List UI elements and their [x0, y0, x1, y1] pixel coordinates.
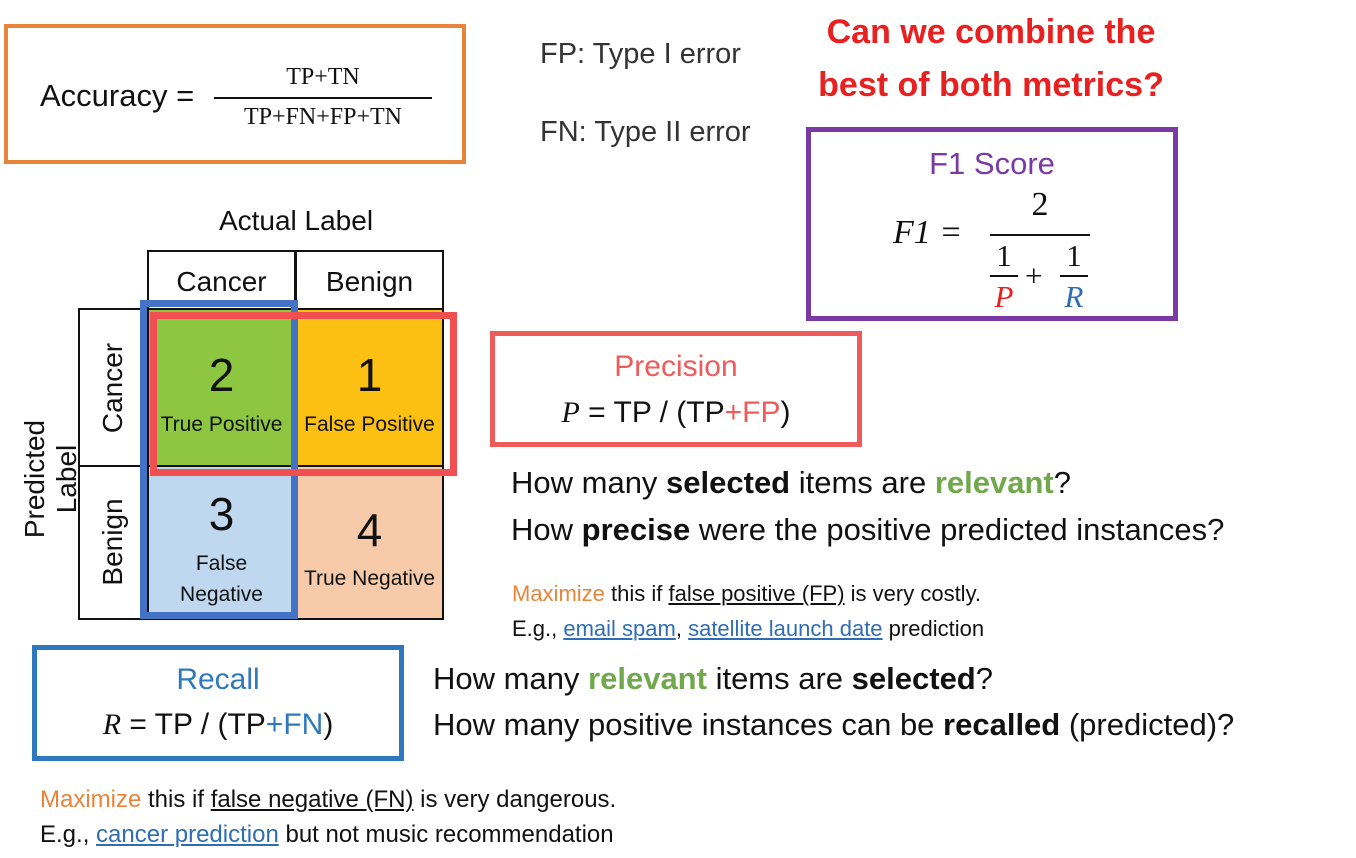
emph-selected: selected — [666, 465, 791, 500]
accuracy-box — [4, 24, 466, 164]
f1-r-fraction-bar — [1060, 275, 1088, 277]
precision-row-highlight — [150, 312, 457, 476]
text: (predicted)? — [1060, 707, 1235, 742]
precision-var: P — [561, 396, 580, 429]
text: How many — [433, 661, 589, 696]
text: this if — [604, 581, 669, 606]
f1-one-over-p: 1 — [996, 238, 1012, 273]
headline-line1: Can we combine the — [826, 13, 1156, 51]
cancer-prediction-link[interactable]: cancer prediction — [96, 821, 279, 848]
recall-formula: R = TP / (TP+FN) — [32, 708, 404, 742]
headline: Can we combine the best of both metrics? — [786, 6, 1196, 112]
text: were the positive predicted instances? — [690, 512, 1225, 547]
text: items are — [706, 661, 852, 696]
precision-formula-fp: +FP — [724, 396, 781, 429]
accuracy-numerator: TP+TN — [286, 64, 360, 90]
f1-lhs: F1 = — [893, 214, 963, 251]
recall-var: R — [102, 708, 122, 741]
f1-plus: + — [1025, 258, 1043, 293]
text: How many — [511, 465, 667, 500]
precision-formula-end: ) — [780, 396, 791, 429]
text: How many positive instances can be — [433, 707, 944, 742]
text: E.g., — [512, 616, 564, 641]
emph-precise: precise — [581, 512, 691, 547]
f1-one-over-r: 1 — [1066, 238, 1082, 273]
emph-relevant: relevant — [934, 465, 1054, 500]
f1-box — [806, 127, 1178, 321]
cell-false-negative: 3 False Negative — [147, 465, 296, 620]
actual-label: Actual Label — [218, 205, 374, 236]
text: is very costly. — [844, 581, 982, 606]
f1-title: F1 Score — [929, 146, 1055, 181]
f1-fraction-bar — [990, 234, 1090, 236]
tn-value: 4 — [356, 504, 383, 556]
fn-type-two-error: FN: Type II error — [540, 116, 751, 148]
fn-label-line1: False — [195, 552, 248, 575]
fn-underlined: false negative (FN) — [210, 786, 414, 813]
row-header-benign: Benign — [97, 498, 128, 586]
text: but not music recommendation — [278, 821, 614, 848]
recall-note-1: Maximize this if false negative (FN) is … — [40, 786, 616, 814]
recall-title: Recall — [176, 663, 260, 696]
text: ? — [1053, 465, 1071, 500]
cell-true-negative: 4 True Negative — [295, 465, 444, 620]
tn-label: True Negative — [303, 567, 436, 590]
fn-label-line2: Negative — [180, 583, 263, 606]
fn-value: 3 — [208, 488, 235, 540]
recall-question-2: How many positive instances can be recal… — [433, 707, 1234, 743]
recall-question-1: How many relevant items are selected? — [433, 661, 993, 697]
text: prediction — [882, 616, 985, 641]
text: items are — [790, 465, 935, 500]
precision-note-2: E.g., email spam, satellite launch date … — [512, 616, 984, 642]
recall-formula-mid: = TP / (TP — [121, 708, 266, 741]
f1-p-fraction-bar — [990, 275, 1018, 277]
accuracy-label: Accuracy = — [40, 78, 195, 113]
row-header-cancer: Cancer — [97, 342, 128, 434]
emph-selected: selected — [851, 661, 976, 696]
headline-line2: best of both metrics? — [818, 66, 1164, 104]
precision-question-2: How precise were the positive predicted … — [511, 512, 1224, 548]
emph-relevant: relevant — [588, 661, 707, 696]
satellite-launch-date-link[interactable]: satellite launch date — [688, 616, 883, 641]
f1-r: R — [1064, 279, 1084, 314]
text: ? — [975, 661, 993, 696]
f1-numerator: 2 — [1031, 186, 1049, 223]
precision-formula: P = TP / (TP+FP) — [490, 396, 862, 430]
tp-label: True Positive — [160, 413, 283, 436]
emph-recalled: recalled — [943, 707, 1061, 742]
fp-underlined: false positive (FP) — [668, 581, 845, 606]
precision-question-1: How many selected items are relevant? — [511, 465, 1071, 501]
precision-formula-mid: = TP / (TP — [579, 396, 725, 429]
recall-note-2: E.g., cancer prediction but not music re… — [40, 821, 614, 849]
text: this if — [141, 786, 211, 813]
predicted-label: Predicted Label — [19, 419, 82, 539]
accuracy-denominator: TP+FN+FP+TN — [244, 104, 402, 130]
f1-p: P — [994, 279, 1014, 314]
precision-box — [490, 331, 862, 447]
recall-box — [32, 645, 404, 761]
recall-column-highlight — [140, 300, 298, 619]
email-spam-link[interactable]: email spam — [563, 616, 676, 641]
text: E.g., — [40, 821, 97, 848]
precision-note-1: Maximize this if false positive (FP) is … — [512, 581, 981, 607]
tp-value: 2 — [208, 349, 235, 401]
recall-formula-end: ) — [323, 708, 334, 741]
maximize-word: Maximize — [40, 786, 142, 813]
fp-type-one-error: FP: Type I error — [540, 38, 741, 70]
text: , — [675, 616, 689, 641]
precision-title: Precision — [614, 350, 738, 383]
text: How — [511, 512, 582, 547]
recall-formula-fn: +FN — [265, 708, 324, 741]
column-header-benign: Benign — [295, 250, 444, 310]
text: is very dangerous. — [413, 786, 617, 813]
accuracy-fraction-bar — [214, 97, 432, 99]
fp-label: False Positive — [304, 413, 435, 436]
maximize-word: Maximize — [512, 581, 605, 606]
fp-value: 1 — [356, 349, 383, 401]
